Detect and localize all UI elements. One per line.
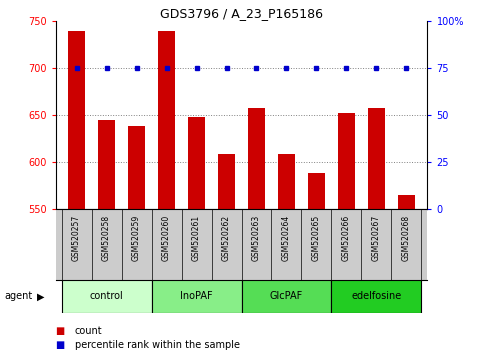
Text: control: control (90, 291, 124, 302)
Bar (398, 195, 415, 209)
Bar (368, 108, 385, 209)
Bar (331, 280, 422, 313)
Bar (188, 117, 205, 209)
Bar (61, 280, 152, 313)
Text: ■: ■ (56, 340, 65, 350)
Bar (68, 30, 85, 209)
Text: GSM520260: GSM520260 (162, 215, 171, 261)
Bar (158, 30, 175, 209)
Text: GSM520267: GSM520267 (372, 215, 381, 261)
Bar (338, 113, 355, 209)
Bar (242, 280, 331, 313)
Text: InoPAF: InoPAF (180, 291, 213, 302)
Title: GDS3796 / A_23_P165186: GDS3796 / A_23_P165186 (160, 7, 323, 20)
Text: GSM520263: GSM520263 (252, 215, 261, 261)
Bar (128, 126, 145, 209)
Bar (278, 154, 295, 209)
Text: agent: agent (5, 291, 33, 302)
Text: GSM520259: GSM520259 (132, 215, 141, 261)
Text: edelfosine: edelfosine (351, 291, 401, 302)
Text: GSM520261: GSM520261 (192, 215, 201, 261)
Text: GSM520257: GSM520257 (72, 215, 81, 261)
Bar (308, 173, 325, 209)
Text: ▶: ▶ (37, 291, 44, 302)
Text: GSM520266: GSM520266 (342, 215, 351, 261)
Text: GSM520265: GSM520265 (312, 215, 321, 261)
Text: percentile rank within the sample: percentile rank within the sample (75, 340, 240, 350)
Bar (152, 280, 242, 313)
Text: count: count (75, 326, 102, 336)
Bar (98, 120, 115, 209)
Text: GlcPAF: GlcPAF (270, 291, 303, 302)
Text: GSM520262: GSM520262 (222, 215, 231, 261)
Text: GSM520268: GSM520268 (402, 215, 411, 261)
Bar (218, 154, 235, 209)
Bar (248, 108, 265, 209)
Text: ■: ■ (56, 326, 65, 336)
Text: GSM520258: GSM520258 (102, 215, 111, 261)
Text: GSM520264: GSM520264 (282, 215, 291, 261)
